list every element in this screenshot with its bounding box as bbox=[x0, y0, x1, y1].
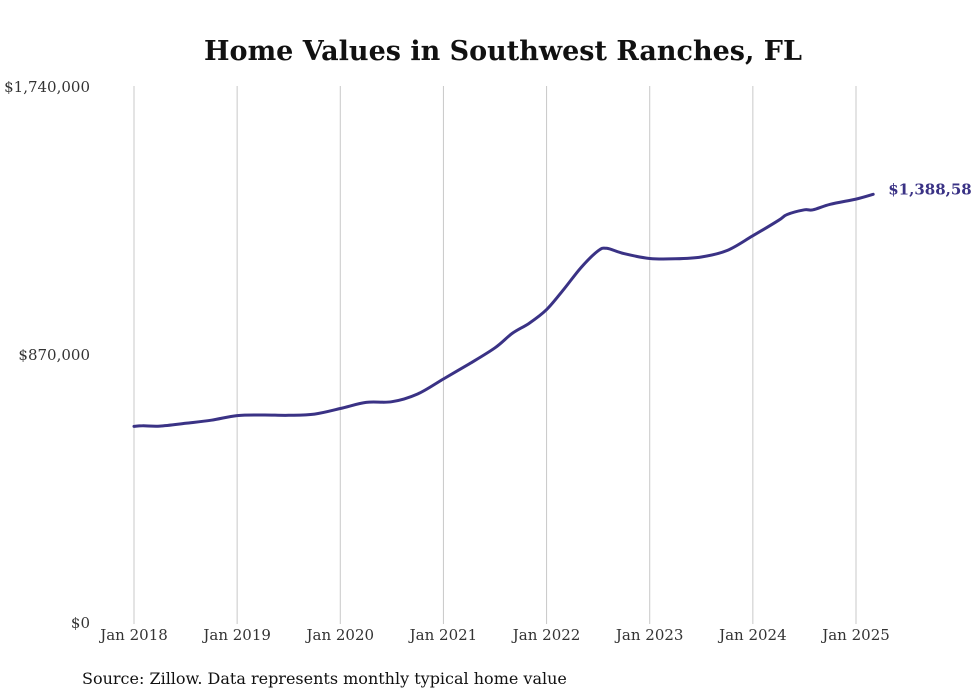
chart-title: Home Values in Southwest Ranches, FL bbox=[204, 36, 802, 67]
x-tick-label: Jan 2020 bbox=[305, 626, 375, 644]
y-tick-label: $0 bbox=[71, 614, 90, 632]
series-line bbox=[132, 192, 875, 428]
y-tick-label: $870,000 bbox=[18, 346, 90, 364]
x-tick-label: Jan 2022 bbox=[511, 626, 581, 644]
end-value-label: $1,388,58 bbox=[888, 180, 972, 198]
y-axis-ticks: $0 $870,000 $1,740,000 bbox=[4, 78, 90, 632]
x-tick-label: Jan 2024 bbox=[717, 626, 787, 644]
x-tick-label: Jan 2023 bbox=[614, 626, 684, 644]
x-axis-ticks: Jan 2018 Jan 2019 Jan 2020 Jan 2021 Jan 2022… bbox=[98, 626, 890, 644]
y-tick-label: $1,740,000 bbox=[4, 78, 90, 96]
gridlines bbox=[133, 86, 857, 624]
x-tick-label: Jan 2018 bbox=[98, 626, 168, 644]
source-note: Source: Zillow. Data represents monthly … bbox=[82, 669, 567, 688]
x-tick-label: Jan 2021 bbox=[408, 626, 478, 644]
x-tick-label: Jan 2025 bbox=[820, 626, 890, 644]
x-tick-label: Jan 2019 bbox=[201, 626, 271, 644]
